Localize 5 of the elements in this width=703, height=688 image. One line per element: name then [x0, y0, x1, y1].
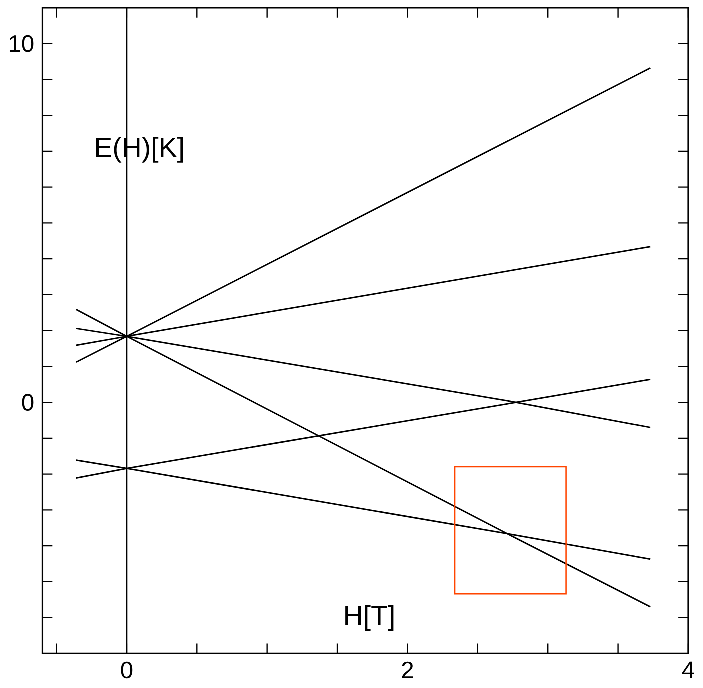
x-tick-label: 0: [121, 662, 133, 678]
y-tick-label: 10: [10, 35, 34, 52]
x-tick-label: 4: [682, 662, 694, 678]
x-tick-label: 2: [402, 662, 414, 678]
x-axis-title: H[T]: [346, 605, 394, 631]
